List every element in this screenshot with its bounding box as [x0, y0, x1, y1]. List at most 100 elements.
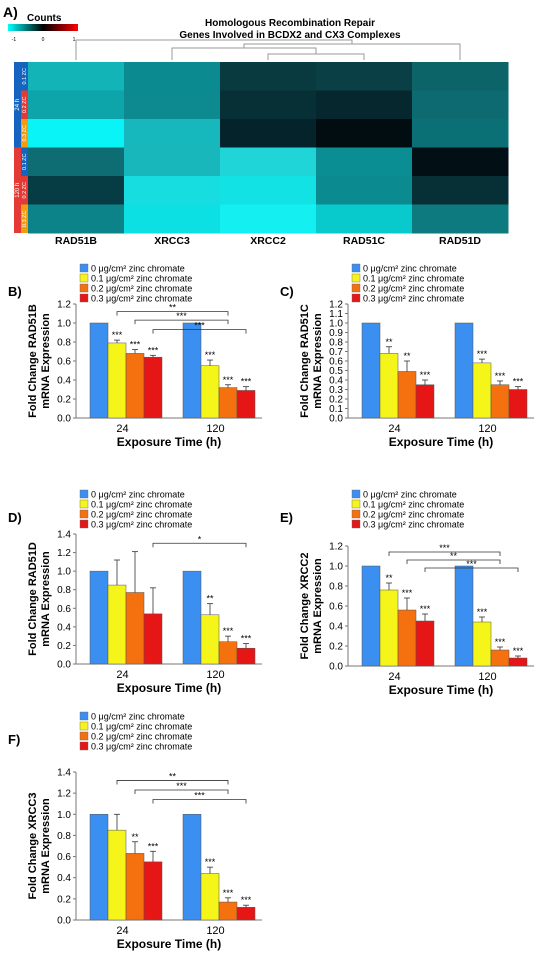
comparison-bracket: [116, 780, 229, 785]
time-group-label: 24 h: [15, 99, 21, 111]
significance-marker: ***: [148, 841, 159, 851]
heatmap-title-line2: Genes Involved in BCDX2 and CX3 Complexe…: [179, 30, 401, 41]
panel-label: D): [8, 510, 22, 525]
bar: [490, 649, 510, 667]
y-tick-label: 1.0: [57, 810, 71, 821]
bar: [182, 570, 202, 665]
significance-marker: ***: [241, 377, 252, 387]
legend-entry: 0 μg/cm² zinc chromate: [91, 264, 185, 274]
legend-swatch: [351, 499, 361, 509]
y-tick-label: 0.0: [329, 414, 343, 425]
y-tick-label: 0.4: [57, 376, 71, 387]
bar: [218, 387, 238, 419]
panel-label: C): [280, 284, 294, 299]
comparison-label: **: [450, 551, 458, 561]
y-axis-label: mRNA Expression: [312, 313, 324, 409]
comparison-label: ***: [176, 781, 187, 791]
time-group-label: 120 h: [15, 183, 21, 198]
bar: [125, 592, 145, 665]
y-tick-label: 0.2: [57, 641, 71, 652]
y-tick-label: 0.6: [329, 602, 343, 613]
legend-swatch: [351, 263, 361, 273]
x-axis-label: Exposure Time (h): [389, 435, 493, 449]
legend-entry: 0.1 μg/cm² zinc chromate: [363, 274, 464, 284]
legend-entry: 0.3 μg/cm² zinc chromate: [91, 742, 192, 752]
bar: [218, 641, 238, 665]
bar: [143, 613, 163, 665]
legend-swatch: [79, 273, 89, 283]
bar: [218, 901, 238, 921]
significance-marker: ***: [402, 588, 413, 598]
dose-row-label: 0.2 ZC: [22, 182, 28, 199]
legend-swatch: [79, 741, 89, 751]
column-dendrogram: [75, 39, 461, 60]
y-tick-label: 1.2: [57, 300, 71, 311]
legend-entry: 0.1 μg/cm² zinc chromate: [91, 274, 192, 284]
significance-marker: **: [385, 337, 393, 347]
bar: [472, 362, 492, 419]
bar: [490, 384, 510, 419]
legend-entry: 0.1 μg/cm² zinc chromate: [91, 722, 192, 732]
y-tick-label: 0.6: [57, 357, 71, 368]
comparison-bracket: [152, 329, 247, 334]
heatmap-cell: [124, 204, 221, 234]
legend-swatch: [79, 263, 89, 273]
legend-swatch: [79, 519, 89, 529]
bar: [200, 873, 220, 921]
panel-label: E): [280, 510, 293, 525]
significance-marker: ***: [241, 634, 252, 644]
heatmap-cell: [316, 176, 413, 205]
y-tick-label: 0.1: [329, 404, 343, 415]
dendrogram-branch: [243, 43, 461, 50]
significance-marker: ***: [495, 371, 506, 381]
comparison-bracket: [152, 542, 247, 548]
heatmap-cell: [220, 62, 317, 91]
y-tick-label: 1.0: [57, 319, 71, 330]
dose-row-label: 0.3 ZC: [22, 210, 28, 227]
bar: [236, 390, 256, 419]
bar: [125, 353, 145, 419]
bar: [508, 657, 528, 667]
comparison-bracket: [152, 799, 247, 804]
bar: [200, 614, 220, 665]
y-tick-label: 0.0: [57, 916, 71, 927]
y-axis-label: Fold Change RAD51D: [27, 542, 39, 656]
dose-row-bar: [21, 62, 28, 91]
x-tick-label: 120: [478, 423, 496, 435]
significance-marker: ***: [205, 857, 216, 867]
bar: [361, 322, 381, 419]
y-tick-label: 0.8: [57, 338, 71, 349]
time-group-bar: [14, 147, 21, 233]
bar: [454, 565, 474, 667]
color-legend-bar: [8, 24, 78, 31]
x-axis-label: Exposure Time (h): [117, 681, 221, 695]
color-legend-tick: -1: [12, 37, 17, 43]
dose-row-bar: [21, 204, 28, 233]
bar: [182, 814, 202, 921]
legend-entry: 0.1 μg/cm² zinc chromate: [91, 500, 192, 510]
heatmap-cell: [220, 204, 317, 234]
comparison-label: ***: [176, 311, 187, 321]
significance-marker: ***: [513, 377, 524, 387]
significance-marker: ***: [241, 895, 252, 905]
heatmap-cell: [316, 90, 413, 120]
comparison-bracket: [116, 311, 229, 316]
comparison-label: ***: [439, 543, 450, 553]
heatmap-cell: [220, 176, 317, 205]
heatmap-column-label: RAD51B: [55, 235, 97, 247]
heatmap-panel: A) Counts -1 0 1 Homologous Recombination …: [3, 4, 509, 247]
y-axis-label: Fold Change RAD51B: [27, 304, 39, 418]
significance-marker: ***: [205, 350, 216, 360]
significance-marker: ***: [130, 340, 141, 350]
y-tick-label: 0.4: [329, 376, 343, 387]
x-tick-label: 120: [478, 671, 496, 683]
comparison-label: **: [169, 303, 177, 313]
heatmap-cell: [28, 90, 125, 120]
legend-entry: 0.3 μg/cm² zinc chromate: [91, 294, 192, 304]
legend-entry: 0 μg/cm² zinc chromate: [91, 712, 185, 722]
